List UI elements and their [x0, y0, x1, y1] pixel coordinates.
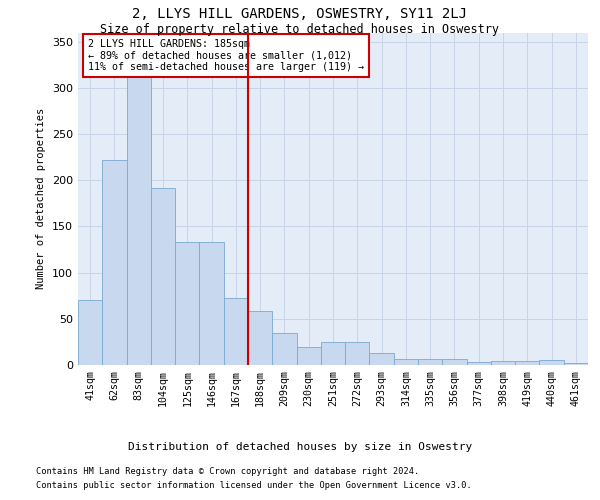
Bar: [127, 60, 151, 365]
Text: Size of property relative to detached houses in Oswestry: Size of property relative to detached ho…: [101, 22, 499, 36]
Bar: [102, 160, 127, 365]
Bar: [224, 298, 248, 365]
Bar: [491, 362, 515, 365]
Bar: [515, 362, 539, 365]
Y-axis label: Number of detached properties: Number of detached properties: [37, 108, 46, 290]
Bar: [467, 362, 491, 365]
Bar: [272, 332, 296, 365]
Bar: [394, 360, 418, 365]
Text: 2, LLYS HILL GARDENS, OSWESTRY, SY11 2LJ: 2, LLYS HILL GARDENS, OSWESTRY, SY11 2LJ: [133, 8, 467, 22]
Bar: [418, 360, 442, 365]
Bar: [442, 360, 467, 365]
Bar: [370, 353, 394, 365]
Bar: [345, 342, 370, 365]
Bar: [78, 300, 102, 365]
Bar: [296, 346, 321, 365]
Text: 2 LLYS HILL GARDENS: 185sqm
← 89% of detached houses are smaller (1,012)
11% of : 2 LLYS HILL GARDENS: 185sqm ← 89% of det…: [88, 39, 364, 72]
Bar: [564, 363, 588, 365]
Bar: [539, 360, 564, 365]
Bar: [175, 242, 199, 365]
Bar: [199, 242, 224, 365]
Bar: [248, 312, 272, 365]
Text: Contains public sector information licensed under the Open Government Licence v3: Contains public sector information licen…: [36, 481, 472, 490]
Bar: [151, 188, 175, 365]
Text: Contains HM Land Registry data © Crown copyright and database right 2024.: Contains HM Land Registry data © Crown c…: [36, 468, 419, 476]
Bar: [321, 342, 345, 365]
Text: Distribution of detached houses by size in Oswestry: Distribution of detached houses by size …: [128, 442, 472, 452]
